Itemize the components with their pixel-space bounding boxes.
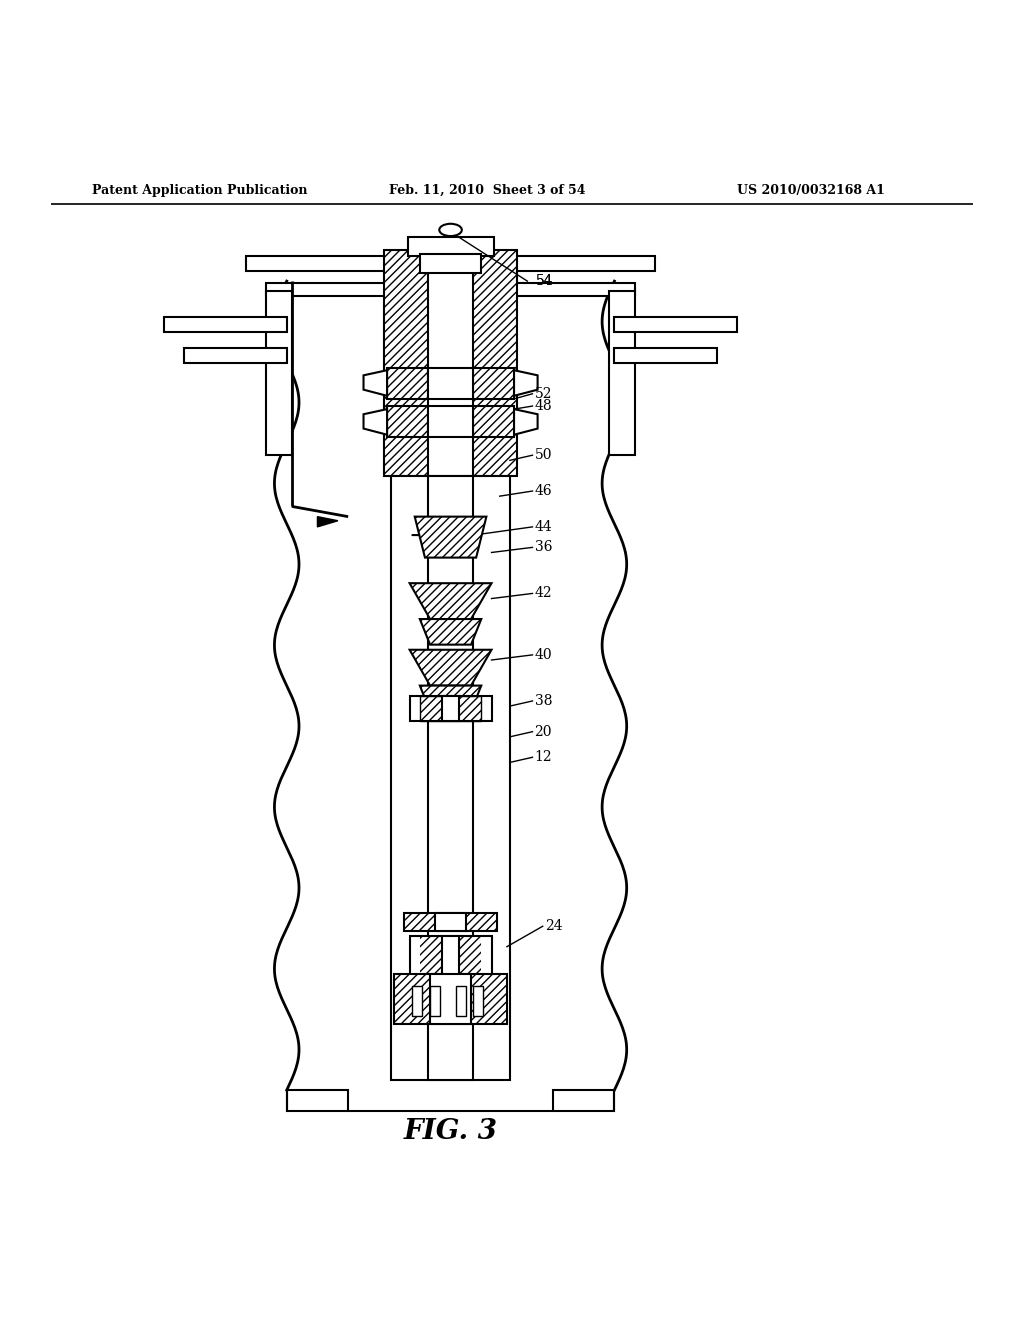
FancyBboxPatch shape [614, 347, 717, 363]
FancyBboxPatch shape [430, 986, 440, 1016]
Polygon shape [420, 685, 481, 711]
Polygon shape [410, 583, 492, 619]
FancyBboxPatch shape [410, 696, 492, 722]
FancyBboxPatch shape [609, 292, 635, 455]
Polygon shape [364, 370, 387, 396]
FancyBboxPatch shape [430, 974, 471, 1023]
Text: 46: 46 [535, 484, 552, 498]
Polygon shape [415, 516, 486, 557]
FancyBboxPatch shape [428, 407, 473, 437]
FancyBboxPatch shape [404, 913, 497, 932]
Ellipse shape [439, 224, 462, 236]
Polygon shape [553, 1090, 614, 1110]
FancyBboxPatch shape [428, 475, 473, 1080]
FancyBboxPatch shape [184, 347, 287, 363]
FancyBboxPatch shape [408, 238, 494, 256]
FancyBboxPatch shape [266, 284, 635, 297]
FancyBboxPatch shape [428, 368, 473, 399]
FancyBboxPatch shape [473, 986, 483, 1016]
Text: Feb. 11, 2010  Sheet 3 of 54: Feb. 11, 2010 Sheet 3 of 54 [389, 183, 586, 197]
Polygon shape [287, 1090, 348, 1110]
FancyBboxPatch shape [456, 986, 466, 1016]
Text: Patent Application Publication: Patent Application Publication [92, 183, 307, 197]
FancyBboxPatch shape [442, 936, 459, 977]
Text: 38: 38 [535, 694, 552, 708]
FancyBboxPatch shape [384, 251, 517, 475]
FancyBboxPatch shape [428, 251, 473, 475]
Polygon shape [317, 516, 338, 527]
FancyBboxPatch shape [420, 255, 481, 273]
FancyBboxPatch shape [387, 368, 514, 399]
Polygon shape [514, 409, 538, 434]
FancyBboxPatch shape [614, 317, 737, 333]
FancyBboxPatch shape [394, 974, 507, 1023]
Text: 54: 54 [536, 275, 553, 288]
Text: 20: 20 [535, 725, 552, 739]
FancyBboxPatch shape [391, 475, 510, 1080]
Text: 48: 48 [535, 399, 552, 413]
Polygon shape [420, 619, 481, 644]
FancyBboxPatch shape [387, 407, 514, 437]
FancyBboxPatch shape [435, 913, 466, 932]
Text: 36: 36 [535, 540, 552, 554]
FancyBboxPatch shape [410, 936, 492, 977]
Text: 42: 42 [535, 586, 552, 601]
FancyBboxPatch shape [164, 317, 287, 333]
Text: 54: 54 [536, 275, 553, 288]
Text: FIG. 3: FIG. 3 [403, 1118, 498, 1144]
Text: 52: 52 [535, 387, 552, 401]
Polygon shape [410, 649, 492, 685]
Text: 24: 24 [545, 919, 562, 933]
FancyBboxPatch shape [442, 696, 459, 722]
FancyBboxPatch shape [246, 256, 655, 271]
Polygon shape [364, 409, 387, 434]
Polygon shape [514, 370, 538, 396]
Text: 44: 44 [535, 520, 552, 533]
Text: 40: 40 [535, 648, 552, 661]
Text: US 2010/0032168 A1: US 2010/0032168 A1 [737, 183, 885, 197]
Text: 50: 50 [535, 449, 552, 462]
FancyBboxPatch shape [266, 292, 292, 455]
Text: 12: 12 [535, 750, 552, 764]
FancyBboxPatch shape [412, 986, 422, 1016]
